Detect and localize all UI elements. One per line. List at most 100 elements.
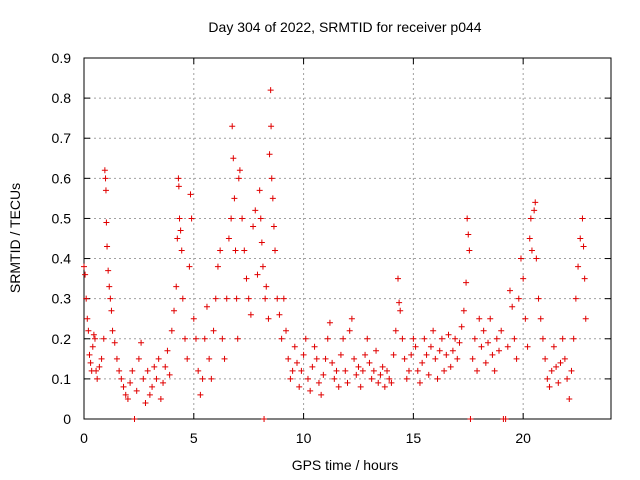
data-point — [304, 375, 311, 382]
data-point — [173, 283, 180, 290]
data-point — [129, 367, 136, 374]
data-point — [160, 379, 167, 386]
data-point — [493, 335, 500, 342]
y-tick-label: 0.8 — [52, 90, 72, 106]
data-point — [539, 335, 546, 342]
data-point — [546, 383, 553, 390]
y-axis-label: SRMTID / TECUs — [7, 183, 23, 293]
data-point — [395, 275, 402, 282]
data-point — [373, 347, 380, 354]
y-tick-label: 0.7 — [52, 130, 72, 146]
data-point — [113, 355, 120, 362]
data-point — [274, 295, 281, 302]
data-point — [146, 391, 153, 398]
data-point — [572, 295, 579, 302]
data-point — [199, 375, 206, 382]
data-point — [346, 327, 353, 334]
data-point — [236, 167, 243, 174]
y-tick-label: 0.6 — [52, 170, 72, 186]
data-point — [561, 355, 568, 362]
x-axis-label: GPS time / hours — [292, 457, 399, 473]
data-point — [381, 383, 388, 390]
data-point — [482, 359, 489, 366]
data-point — [219, 335, 226, 342]
x-tick-label: 15 — [406, 430, 422, 446]
grid-lines — [84, 58, 611, 419]
data-point — [542, 355, 549, 362]
data-point — [252, 207, 259, 214]
data-point — [491, 367, 498, 374]
data-point — [100, 335, 107, 342]
data-point — [175, 175, 182, 182]
data-point — [190, 315, 197, 322]
data-point — [197, 391, 204, 398]
data-point — [498, 327, 505, 334]
data-point — [278, 335, 285, 342]
data-point — [460, 307, 467, 314]
data-point — [322, 355, 329, 362]
data-point — [313, 355, 320, 362]
data-point — [434, 375, 441, 382]
data-point — [532, 199, 539, 206]
data-point — [537, 315, 544, 322]
data-point — [82, 271, 89, 278]
data-point — [527, 215, 534, 222]
data-point — [93, 367, 100, 374]
data-point — [568, 367, 575, 374]
data-point — [559, 335, 566, 342]
data-point — [511, 335, 518, 342]
data-point — [528, 247, 535, 254]
data-point — [531, 207, 538, 214]
data-point — [410, 335, 417, 342]
data-point — [471, 335, 478, 342]
data-point — [208, 375, 215, 382]
data-point — [177, 227, 184, 234]
data-point — [116, 367, 123, 374]
data-point — [217, 247, 224, 254]
data-point — [368, 375, 375, 382]
data-point — [184, 355, 191, 362]
data-point — [182, 335, 189, 342]
data-point — [262, 295, 269, 302]
data-point — [195, 367, 202, 374]
data-point — [296, 383, 303, 390]
data-point — [359, 367, 366, 374]
data-point — [342, 367, 349, 374]
x-tick-label: 10 — [296, 430, 312, 446]
data-point — [324, 335, 331, 342]
data-point — [379, 363, 386, 370]
data-point — [580, 243, 587, 250]
data-point — [348, 315, 355, 322]
y-tick-label: 0.5 — [52, 210, 72, 226]
data-point — [555, 379, 562, 386]
data-point — [533, 255, 540, 262]
data-point — [454, 355, 461, 362]
data-point — [231, 195, 238, 202]
data-point — [362, 351, 369, 358]
data-point — [449, 347, 456, 354]
data-point — [441, 367, 448, 374]
data-point — [230, 155, 237, 162]
data-point — [111, 339, 118, 346]
data-point — [127, 379, 134, 386]
data-point — [397, 307, 404, 314]
data-point — [120, 383, 127, 390]
data-point — [122, 391, 129, 398]
data-point — [102, 175, 109, 182]
data-point — [212, 295, 219, 302]
data-point — [396, 299, 403, 306]
data-point — [96, 363, 103, 370]
data-point — [187, 191, 194, 198]
y-tick-label: 0 — [63, 411, 71, 427]
data-point — [463, 279, 470, 286]
data-point — [270, 223, 277, 230]
data-point — [243, 275, 250, 282]
data-point — [535, 295, 542, 302]
data-point — [142, 399, 149, 406]
data-point — [333, 367, 340, 374]
data-point — [474, 367, 481, 374]
data-point — [469, 355, 476, 362]
data-point — [502, 416, 509, 422]
data-point — [564, 375, 571, 382]
data-point — [179, 295, 186, 302]
